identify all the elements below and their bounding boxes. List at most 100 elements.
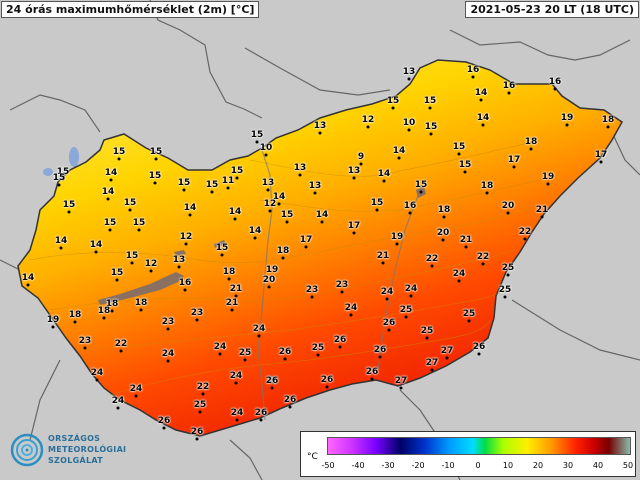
station-value: 15	[414, 180, 428, 190]
station-dot	[283, 357, 287, 361]
station-dot	[399, 386, 403, 390]
station-value: 19	[390, 232, 404, 242]
station-dot	[381, 261, 385, 265]
station-value: 14	[392, 146, 406, 156]
station-value: 15	[250, 130, 264, 140]
station-value: 15	[123, 198, 137, 208]
station-value: 14	[474, 88, 488, 98]
station-value: 14	[476, 113, 490, 123]
station-dot	[110, 309, 114, 313]
station-dot	[340, 290, 344, 294]
station-dot	[119, 349, 123, 353]
legend-color-bar	[327, 437, 631, 455]
station-dot	[463, 170, 467, 174]
station-dot	[467, 319, 471, 323]
station-dot	[67, 210, 71, 214]
station-value: 15	[52, 173, 66, 183]
station-dot	[387, 328, 391, 332]
station-dot	[523, 237, 527, 241]
station-dot	[404, 315, 408, 319]
station-dot	[481, 262, 485, 266]
station-value: 26	[333, 335, 347, 345]
station-dot	[457, 279, 461, 283]
station-value: 18	[601, 115, 615, 125]
station-value: 15	[103, 218, 117, 228]
station-value: 14	[183, 203, 197, 213]
station-dot	[253, 236, 257, 240]
station-value: 17	[347, 221, 361, 231]
station-dot	[382, 179, 386, 183]
station-dot	[227, 277, 231, 281]
station-value: 20	[436, 228, 450, 238]
logo-line-2: METEOROLÓGIAI	[48, 445, 127, 454]
station-dot	[285, 220, 289, 224]
station-value: 17	[507, 155, 521, 165]
station-value: 25	[311, 343, 325, 353]
map-timestamp: 2021-05-23 20 LT (18 UTC)	[465, 1, 639, 18]
station-dot	[134, 394, 138, 398]
station-value: 13	[402, 67, 416, 77]
station-dot	[108, 228, 112, 232]
station-value: 14	[377, 169, 391, 179]
station-value: 15	[112, 147, 126, 157]
station-dot	[201, 392, 205, 396]
station-dot	[338, 345, 342, 349]
station-value: 16	[178, 278, 192, 288]
station-dot	[137, 228, 141, 232]
station-dot	[166, 327, 170, 331]
station-dot	[153, 181, 157, 185]
station-dot	[442, 215, 446, 219]
station-value: 14	[272, 192, 286, 202]
station-dot	[503, 295, 507, 299]
station-dot	[445, 356, 449, 360]
station-value: 18	[524, 137, 538, 147]
station-value: 14	[228, 207, 242, 217]
station-value: 15	[125, 251, 139, 261]
station-dot	[102, 316, 106, 320]
station-dot	[320, 220, 324, 224]
station-value: 25	[193, 400, 207, 410]
station-dot	[313, 191, 317, 195]
station-dot	[130, 261, 134, 265]
station-dot	[385, 297, 389, 301]
legend-tick: 20	[532, 461, 544, 470]
station-dot	[233, 217, 237, 221]
legend-tick: -40	[351, 461, 365, 470]
station-value: 15	[149, 147, 163, 157]
station-value: 21	[459, 235, 473, 245]
station-value: 26	[472, 342, 486, 352]
station-dot	[235, 176, 239, 180]
station-value: 21	[376, 251, 390, 261]
station-dot	[268, 209, 272, 213]
station-dot	[318, 131, 322, 135]
station-value: 27	[440, 346, 454, 356]
station-value: 13	[293, 163, 307, 173]
station-dot	[210, 190, 214, 194]
station-dot	[184, 242, 188, 246]
station-value: 13	[347, 166, 361, 176]
station-value: 21	[225, 298, 239, 308]
legend-tick: 50	[622, 461, 634, 470]
station-value: 24	[129, 384, 143, 394]
station-dot	[234, 381, 238, 385]
station-dot	[352, 176, 356, 180]
station-dot	[430, 368, 434, 372]
logo-line-3: SZOLGÁLAT	[48, 456, 104, 465]
station-value: 14	[54, 236, 68, 246]
station-dot	[606, 125, 610, 129]
station-dot	[116, 406, 120, 410]
legend-tick: -50	[321, 461, 335, 470]
color-legend: °C -50 -40 -30 -20 -10 0 10 20 30 40 50	[300, 431, 636, 477]
station-value: 25	[501, 263, 515, 273]
station-value: 21	[535, 205, 549, 215]
station-dot	[425, 336, 429, 340]
station-value: 24	[161, 349, 175, 359]
station-value: 14	[21, 273, 35, 283]
station-value: 26	[382, 318, 396, 328]
station-value: 16	[466, 65, 480, 75]
legend-tick: -30	[381, 461, 395, 470]
station-value: 26	[278, 347, 292, 357]
station-value: 24	[452, 269, 466, 279]
station-dot	[166, 359, 170, 363]
station-dot	[366, 125, 370, 129]
